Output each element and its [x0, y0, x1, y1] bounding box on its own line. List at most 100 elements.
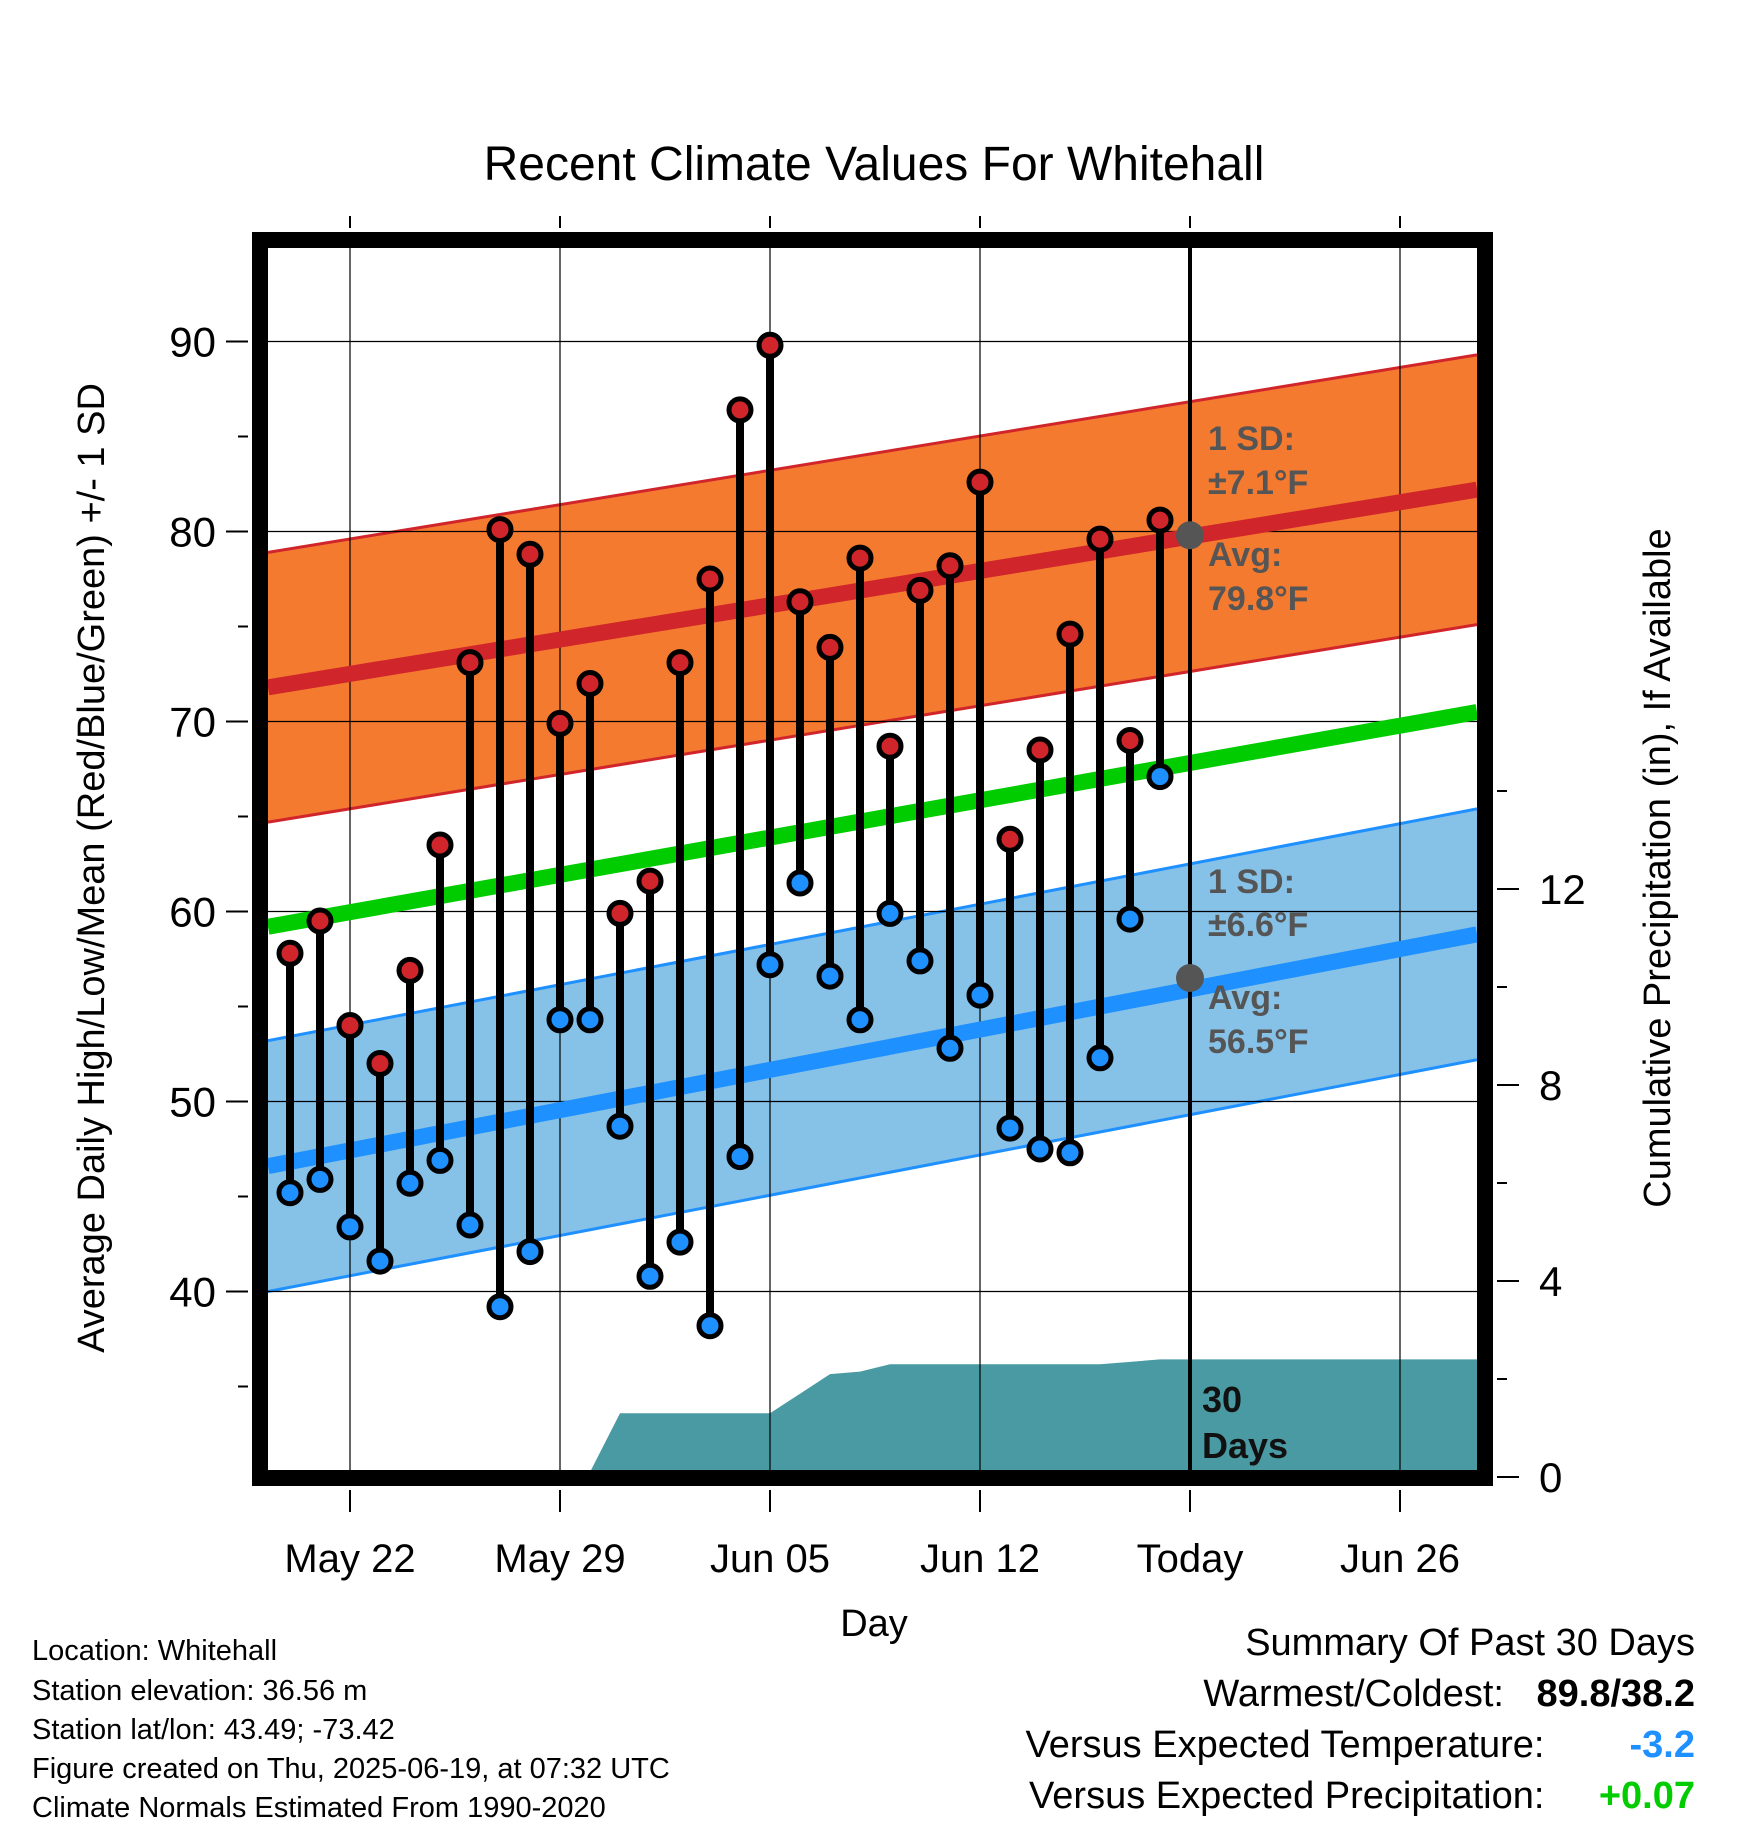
daily-high-point	[516, 540, 544, 568]
x-tick-label: May 22	[284, 1537, 415, 1581]
daily-high-point	[1116, 727, 1144, 754]
daily-high-point	[1026, 736, 1054, 764]
daily-high-point	[456, 649, 484, 677]
summary-temp-label: Versus Expected Temperature:	[1025, 1724, 1545, 1766]
y2-tick-label: 4	[1539, 1258, 1562, 1305]
chart-title: Recent Climate Values For Whitehall	[484, 138, 1265, 191]
daily-high-point	[606, 899, 634, 927]
daily-low-point	[1086, 1044, 1114, 1072]
daily-low-point	[1056, 1139, 1084, 1167]
daily-high-point	[666, 649, 694, 677]
daily-high-point	[1086, 525, 1114, 553]
y-tick-label: 50	[169, 1079, 216, 1126]
annotation-low-avg-value: 56.5°F	[1208, 1023, 1309, 1061]
daily-high-point	[816, 633, 844, 661]
daily-low-point	[606, 1112, 634, 1140]
daily-low-point	[636, 1262, 664, 1290]
daily-high-point	[546, 709, 574, 737]
summary-heading: Summary Of Past 30 Days	[1245, 1622, 1695, 1664]
daily-high-point	[936, 552, 964, 580]
window-label-line: 30	[1202, 1379, 1242, 1420]
annotation-high-sd-label: 1 SD:	[1208, 420, 1295, 458]
x-tick-label: Jun 12	[920, 1537, 1040, 1581]
daily-high-point	[966, 468, 994, 496]
daily-low-point	[516, 1238, 544, 1266]
footer-elevation: Station elevation: 36.56 m	[32, 1675, 368, 1707]
daily-low-point	[486, 1293, 514, 1321]
x-tick-label: Jun 26	[1340, 1537, 1460, 1581]
x-tick-label: Today	[1137, 1537, 1244, 1581]
normal-low-band-lower-edge	[268, 1058, 1477, 1293]
y-tick-label: 90	[169, 319, 216, 366]
daily-high-point	[1146, 506, 1174, 534]
daily-low-point	[846, 1006, 874, 1034]
daily-high-point	[426, 831, 454, 859]
plot-frame	[252, 232, 1493, 1486]
daily-low-point	[816, 962, 844, 990]
daily-low-point	[966, 981, 994, 1009]
summary-warm-cold-value: 89.8/38.2	[1536, 1673, 1695, 1715]
summary-warm-cold: Warmest/Coldest: 89.8/38.2	[1203, 1673, 1695, 1716]
daily-high-point	[576, 670, 604, 697]
daily-high-point	[636, 867, 664, 895]
daily-low-point	[756, 951, 784, 979]
daily-high-point	[276, 939, 304, 967]
summary-precip-value: +0.07	[1598, 1775, 1695, 1817]
precip-area	[591, 1359, 1477, 1470]
daily-high-point	[306, 907, 334, 935]
y-tick-label: 40	[169, 1269, 216, 1316]
summary-warm-cold-label: Warmest/Coldest:	[1203, 1673, 1504, 1715]
daily-low-point	[426, 1146, 454, 1174]
daily-high-point	[846, 544, 874, 572]
daily-high-point	[396, 956, 424, 984]
daily-high-point	[906, 576, 934, 604]
y-tick-label: 60	[169, 889, 216, 936]
daily-low-point	[306, 1165, 334, 1193]
daily-low-point	[936, 1034, 964, 1062]
daily-high-point	[336, 1012, 364, 1039]
plot-inner: 1 SD: ±7.1°F Avg: 79.8°F 1 SD: ±6.6°F Avg: 56.5…	[268, 248, 1477, 1470]
today-avg-low-marker	[1176, 964, 1204, 992]
daily-low-point	[1146, 763, 1174, 791]
daily-low-point	[366, 1247, 394, 1275]
footer-location: Location: Whitehall	[32, 1635, 278, 1667]
annotation-high-avg-value: 79.8°F	[1208, 580, 1309, 618]
daily-low-point	[1116, 905, 1144, 933]
footer-latlon: Station lat/lon: 43.49; -73.42	[32, 1714, 395, 1746]
daily-high-point	[876, 732, 904, 760]
today-avg-high-marker	[1176, 521, 1204, 550]
daily-high-point	[756, 331, 784, 359]
x-tick-label: Jun 05	[710, 1537, 830, 1581]
y-tick-label: 80	[169, 509, 216, 556]
daily-low-point	[696, 1312, 724, 1340]
daily-low-point	[546, 1006, 574, 1034]
daily-high-point	[1056, 620, 1084, 648]
daily-low-point	[786, 869, 814, 897]
daily-low-point	[996, 1114, 1024, 1142]
annotation-high-sd-value: ±7.1°F	[1208, 464, 1308, 502]
daily-high-point	[696, 565, 724, 593]
x-tick-label: May 29	[494, 1537, 625, 1581]
y2-tick-label: 12	[1539, 866, 1586, 913]
daily-low-point	[876, 899, 904, 927]
y2-tick-label: 0	[1539, 1454, 1562, 1501]
daily-high-point	[726, 396, 754, 424]
normal-high-band-upper-edge	[268, 353, 1477, 554]
window-label-line: Days	[1202, 1425, 1288, 1466]
daily-high-point	[486, 516, 514, 544]
daily-high-point	[366, 1050, 394, 1077]
daily-low-point	[1026, 1135, 1054, 1163]
summary-temp-value: -3.2	[1629, 1724, 1695, 1766]
summary-precip: Versus Expected Precipitation: +0.07	[1029, 1775, 1695, 1818]
y-tick-label: 70	[169, 699, 216, 746]
daily-low-point	[666, 1228, 694, 1256]
daily-low-point	[726, 1143, 754, 1171]
footer-created: Figure created on Thu, 2025-06-19, at 07…	[32, 1753, 670, 1785]
annotation-high-avg-label: Avg:	[1208, 536, 1282, 574]
footer-normals: Climate Normals Estimated From 1990-2020	[32, 1792, 606, 1824]
y-axis-label-right: Cumulative Precipitation (in), If Availa…	[1637, 528, 1679, 1207]
plot-area: 1 SD: ±7.1°F Avg: 79.8°F 1 SD: ±6.6°F Avg: 56.5…	[169, 216, 1586, 1581]
daily-low-point	[276, 1179, 304, 1207]
annotation-low-sd-value: ±6.6°F	[1208, 906, 1308, 944]
